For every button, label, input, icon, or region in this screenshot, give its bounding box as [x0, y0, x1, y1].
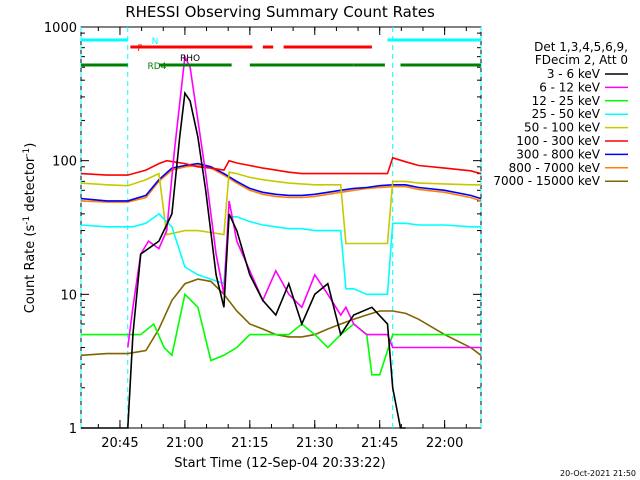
legend-label: 300 - 800 keV [516, 147, 600, 161]
x-tick-label: 21:15 [231, 436, 268, 451]
series-line-7000-15000-kev [80, 278, 482, 357]
x-tick-label: 21:00 [166, 436, 203, 451]
flag-label-n: N [152, 37, 159, 47]
y-tick-label: 1 [69, 422, 77, 437]
legend-header: Det 1,3,4,5,6,9, [534, 40, 628, 54]
y-axis-label: Count Rate (s-1 detector-1) [22, 143, 38, 314]
axis-ticks: 1 10 100 1000 20:45 21:00 21:15 21:30 21:45 22:00 [44, 21, 481, 451]
legend-label: 25 - 50 keV [532, 107, 601, 121]
legend-label: 800 - 7000 keV [509, 161, 601, 175]
legend-label: 3 - 6 keV [547, 67, 601, 81]
series-line-12-25-kev [81, 292, 481, 376]
series-line-800-7000-kev [80, 164, 482, 203]
flag-bars: NF RHO RD4 [81, 37, 481, 72]
legend-label: 7000 - 15000 keV [493, 174, 600, 188]
footer-timestamp: 20-Oct-2021 21:50 [560, 469, 636, 478]
y-tick-label: 1000 [44, 21, 77, 36]
chart-title: RHESSI Observing Summary Count Rates [125, 3, 435, 21]
series-line-100-300-kev [80, 156, 482, 176]
series-line-50-100-kev [80, 171, 481, 245]
x-axis-label: Start Time (12-Sep-04 20:33:22) [174, 456, 385, 471]
x-tick-label: 21:30 [296, 436, 333, 451]
legend-header: FDecim 2, Att 0 [535, 53, 628, 67]
series-line-25-50-kev [80, 212, 481, 296]
x-tick-label: 21:45 [361, 436, 398, 451]
flag-label-rd4: RD4 [148, 62, 167, 72]
series-line-3-6-kev [81, 90, 406, 429]
y-tick-label: 10 [60, 288, 77, 303]
flag-label-rho: RHO [180, 54, 200, 64]
legend-label: 6 - 12 keV [539, 80, 601, 94]
series-layer [80, 53, 482, 429]
x-tick-label: 22:00 [426, 436, 463, 451]
y-tick-label: 100 [52, 155, 77, 170]
legend: Det 1,3,4,5,6,9,FDecim 2, Att 03 - 6 keV… [493, 40, 628, 188]
legend-label: 50 - 100 keV [524, 121, 601, 135]
series-line-300-800-kev [80, 162, 482, 202]
series-line-6-12-kev [127, 53, 481, 349]
legend-label: 100 - 300 keV [516, 134, 600, 148]
legend-label: 12 - 25 keV [532, 94, 601, 108]
flag-label-f: F [137, 44, 142, 54]
x-tick-label: 20:45 [101, 436, 138, 451]
